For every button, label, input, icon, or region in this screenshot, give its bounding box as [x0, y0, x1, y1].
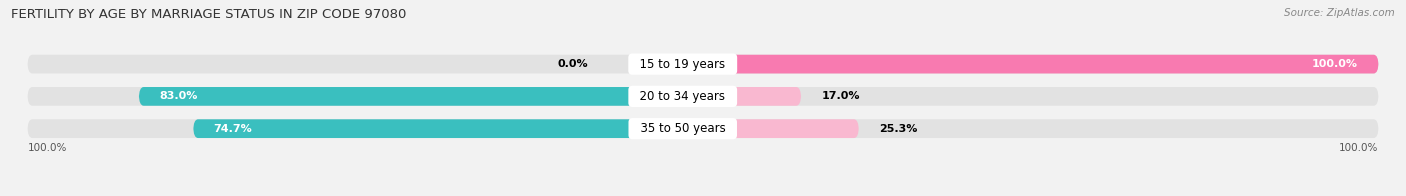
FancyBboxPatch shape	[194, 119, 683, 138]
FancyBboxPatch shape	[683, 55, 1378, 74]
Text: 17.0%: 17.0%	[821, 91, 859, 101]
FancyBboxPatch shape	[28, 87, 1378, 106]
FancyBboxPatch shape	[28, 55, 1378, 74]
Text: 20 to 34 years: 20 to 34 years	[633, 90, 733, 103]
Text: 74.7%: 74.7%	[214, 124, 252, 134]
FancyBboxPatch shape	[683, 87, 801, 106]
FancyBboxPatch shape	[28, 119, 1378, 138]
Text: 25.3%: 25.3%	[879, 124, 917, 134]
FancyBboxPatch shape	[683, 119, 859, 138]
Text: 100.0%: 100.0%	[1312, 59, 1358, 69]
Text: 35 to 50 years: 35 to 50 years	[633, 122, 733, 135]
FancyBboxPatch shape	[139, 87, 683, 106]
Text: 100.0%: 100.0%	[28, 143, 67, 153]
Text: 0.0%: 0.0%	[558, 59, 588, 69]
Text: 83.0%: 83.0%	[159, 91, 198, 101]
Text: 15 to 19 years: 15 to 19 years	[633, 58, 733, 71]
Text: Source: ZipAtlas.com: Source: ZipAtlas.com	[1284, 8, 1395, 18]
Text: 100.0%: 100.0%	[1339, 143, 1378, 153]
Text: FERTILITY BY AGE BY MARRIAGE STATUS IN ZIP CODE 97080: FERTILITY BY AGE BY MARRIAGE STATUS IN Z…	[11, 8, 406, 21]
